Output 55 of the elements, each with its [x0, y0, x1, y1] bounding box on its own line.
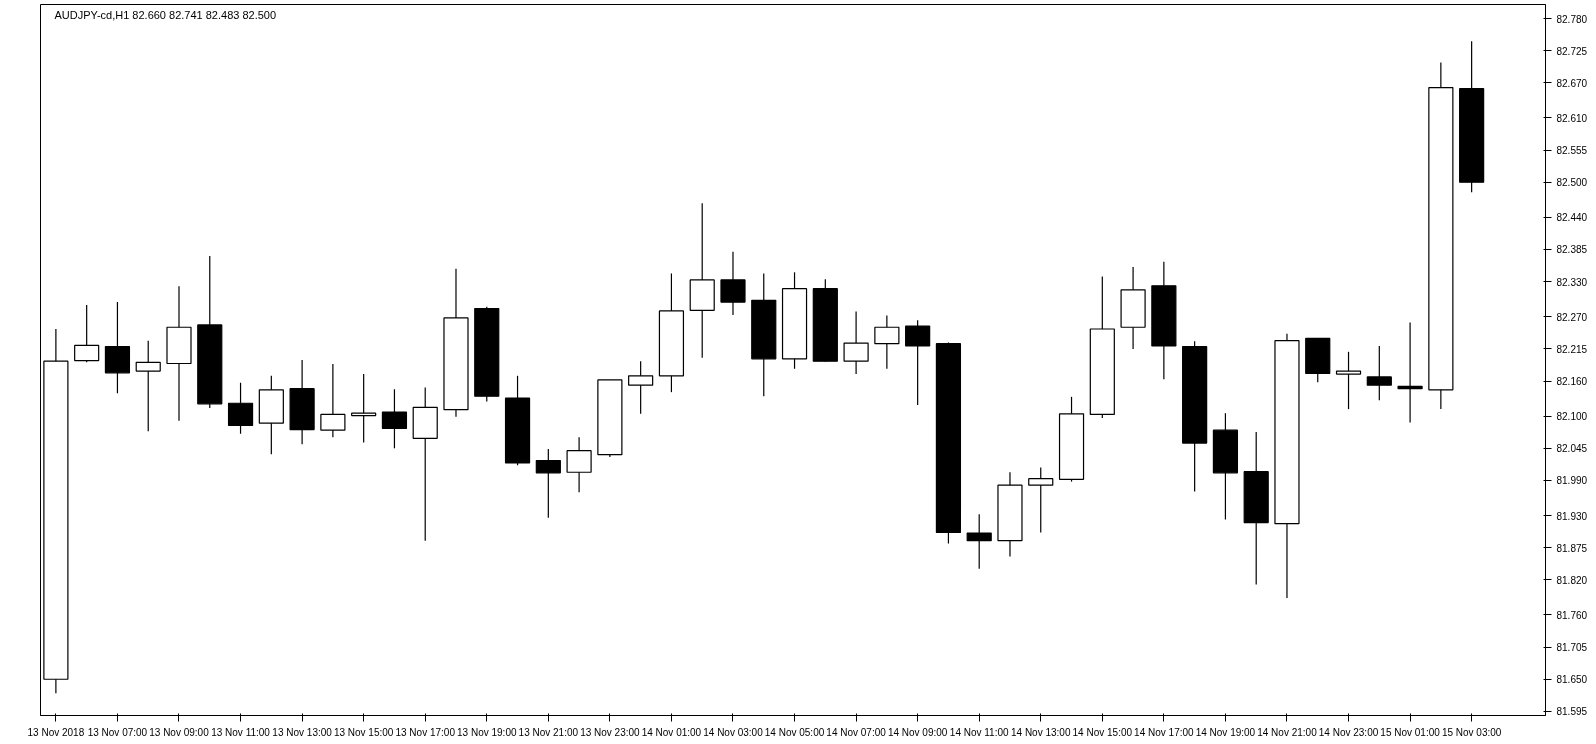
- x-tick-label: 14 Nov 23:00: [1318, 726, 1379, 738]
- chart-title: AUDJPY-cd,H1 82.660 82.741 82.483 82.500: [54, 8, 277, 21]
- candlestick: [874, 314, 900, 370]
- y-tick-label: 81.820: [1556, 574, 1588, 586]
- y-tick-label: 82.725: [1556, 45, 1588, 57]
- x-tick-label: 13 Nov 23:00: [580, 726, 641, 738]
- candlestick: [966, 513, 992, 570]
- y-tick-label: 81.650: [1556, 674, 1588, 686]
- x-tick-label: 14 Nov 05:00: [764, 726, 825, 738]
- x-tick-label: 14 Nov 03:00: [703, 726, 764, 738]
- candlestick: [1028, 466, 1054, 534]
- x-tick-label: 13 Nov 11:00: [211, 726, 271, 738]
- x-tick-label: 14 Nov 21:00: [1257, 726, 1318, 738]
- x-tick-label: 13 Nov 19:00: [457, 726, 517, 738]
- x-tick-label: 13 Nov 15:00: [333, 726, 394, 738]
- candlestick: [1335, 351, 1362, 410]
- y-tick-label: 81.760: [1556, 609, 1588, 621]
- y-tick-label: 82.270: [1556, 311, 1588, 323]
- y-tick-label: 82.045: [1556, 443, 1588, 455]
- y-tick-label: 82.385: [1556, 244, 1588, 256]
- y-tick-label: 81.595: [1556, 706, 1588, 718]
- y-tick-label: 82.215: [1556, 343, 1588, 355]
- candlestick: [566, 436, 592, 493]
- x-tick-label: 14 Nov 19:00: [1195, 726, 1256, 738]
- y-tick-label: 82.100: [1556, 411, 1588, 423]
- x-tick-label: 14 Nov 15:00: [1072, 726, 1133, 738]
- y-tick-label: 82.440: [1556, 212, 1588, 224]
- y-tick-label: 81.930: [1556, 510, 1588, 522]
- y-tick-label: 81.705: [1556, 642, 1588, 654]
- y-tick-label: 81.875: [1556, 542, 1588, 554]
- x-tick-label: 14 Nov 07:00: [826, 726, 887, 738]
- y-tick-label: 82.670: [1556, 77, 1588, 89]
- x-tick-label: 15 Nov 01:00: [1380, 726, 1441, 738]
- x-tick-label: 14 Nov 17:00: [1134, 726, 1195, 738]
- x-tick-label: 13 Nov 13:00: [272, 726, 333, 738]
- candlestick: [135, 340, 161, 432]
- y-tick-label: 82.160: [1556, 376, 1588, 388]
- x-tick-label: 14 Nov 13:00: [1011, 726, 1071, 738]
- y-tick-label: 82.555: [1556, 145, 1588, 157]
- x-tick-label: 13 Nov 09:00: [149, 726, 210, 738]
- x-tick-label: 13 Nov 07:00: [87, 726, 148, 738]
- y-tick-label: 82.780: [1556, 13, 1588, 25]
- candlestick: [1366, 345, 1392, 401]
- x-tick-label: 14 Nov 01:00: [641, 726, 702, 738]
- x-tick-label: 13 Nov 17:00: [395, 726, 456, 738]
- candlestick: [227, 382, 254, 435]
- x-tick-label: 13 Nov 21:00: [518, 726, 579, 738]
- x-tick-label: 15 Nov 03:00: [1441, 726, 1502, 738]
- y-tick-label: 82.500: [1556, 177, 1588, 189]
- y-tick-label: 82.330: [1556, 276, 1588, 288]
- x-tick-label: 13 Nov 2018: [27, 726, 85, 738]
- x-tick-label: 14 Nov 09:00: [887, 726, 948, 738]
- y-tick-label: 81.990: [1556, 475, 1588, 487]
- x-tick-label: 14 Nov 11:00: [949, 726, 1010, 738]
- y-tick-label: 82.610: [1556, 112, 1588, 124]
